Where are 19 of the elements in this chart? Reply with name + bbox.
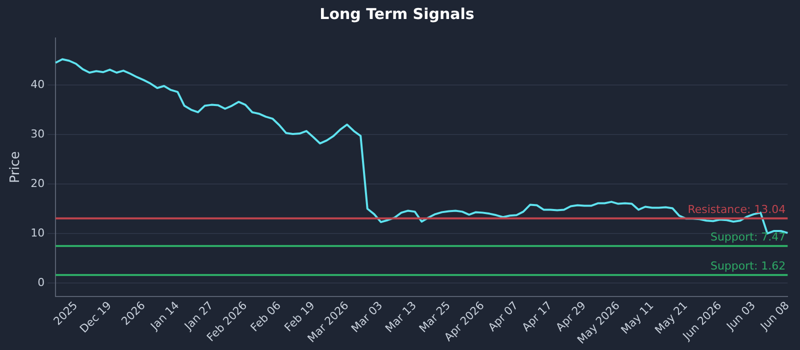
chart-title: Long Term Signals	[320, 4, 474, 23]
x-tick-label: Jan 14	[147, 298, 182, 334]
y-tick-label: 0	[38, 276, 45, 289]
y-axis-title: Price	[8, 151, 24, 184]
x-tick-label: Mar 13	[382, 298, 419, 336]
x-tick-label: Jun 08	[757, 298, 792, 334]
y-tick-label: 30	[30, 127, 45, 140]
ref-line-label: Resistance: 13.04	[688, 202, 786, 216]
x-tick-label: Dec 19	[77, 298, 114, 336]
ref-line-label: Support: 1.62	[710, 259, 786, 272]
x-tick-label: Feb 06	[248, 298, 284, 334]
x-tick-label: Apr 17	[520, 298, 555, 334]
x-tick-label: Mar 03	[348, 298, 386, 336]
y-tick-label: 40	[30, 78, 45, 91]
x-tick-label: Apr 07	[486, 298, 521, 334]
x-tick-label: Jun 03	[723, 298, 758, 334]
y-tick-label: 10	[30, 226, 45, 240]
y-tick-label: 20	[30, 176, 45, 190]
ref-line-label: Support: 7.47	[710, 230, 786, 244]
